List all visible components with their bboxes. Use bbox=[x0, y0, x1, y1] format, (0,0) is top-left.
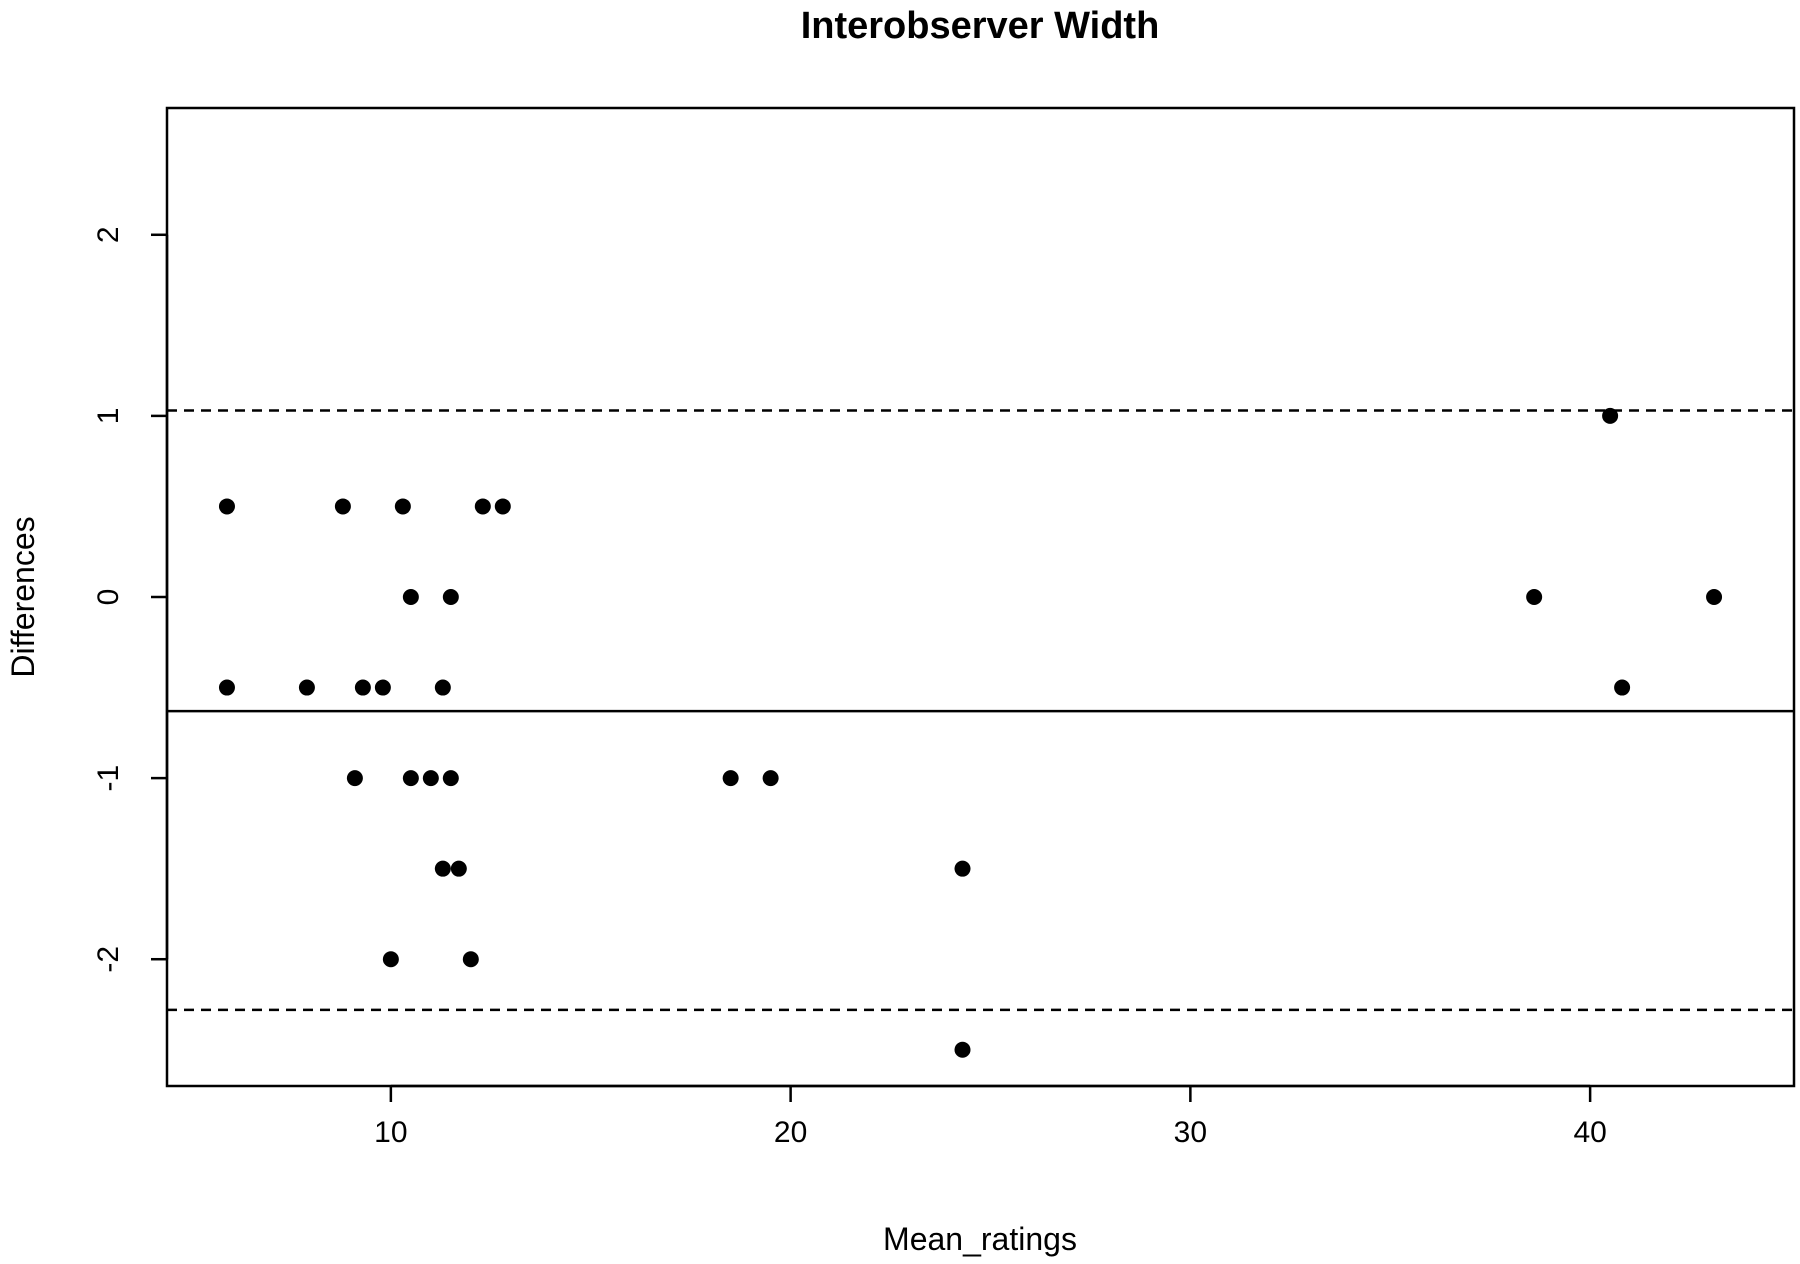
data-point bbox=[382, 951, 399, 968]
data-point bbox=[346, 770, 363, 787]
data-point bbox=[462, 951, 479, 968]
data-point bbox=[298, 679, 315, 696]
data-point bbox=[434, 860, 451, 877]
data-point bbox=[394, 498, 411, 515]
data-point bbox=[402, 770, 419, 787]
data-point bbox=[334, 498, 351, 515]
data-point bbox=[422, 770, 439, 787]
x-tick-label: 20 bbox=[774, 1116, 807, 1149]
y-tick-label: -1 bbox=[92, 765, 125, 792]
y-axis-label: Differences bbox=[5, 516, 41, 677]
data-point bbox=[218, 679, 235, 696]
data-point bbox=[402, 589, 419, 605]
data-point bbox=[1614, 679, 1631, 696]
data-point bbox=[954, 860, 971, 877]
data-point bbox=[494, 498, 511, 515]
data-points bbox=[218, 407, 1723, 1058]
data-point bbox=[762, 770, 779, 787]
y-tick-label: -2 bbox=[92, 946, 125, 973]
data-point bbox=[450, 860, 467, 877]
data-point bbox=[442, 589, 459, 605]
data-point bbox=[722, 770, 739, 787]
x-tick-label: 30 bbox=[1174, 1116, 1207, 1149]
x-tick-label: 40 bbox=[1573, 1116, 1606, 1149]
x-tick-label: 10 bbox=[374, 1116, 407, 1149]
data-point bbox=[442, 770, 459, 787]
data-point bbox=[1602, 407, 1619, 424]
data-point bbox=[354, 679, 371, 696]
x-axis: 10 20 30 40 bbox=[374, 1084, 1607, 1149]
y-axis: -2 -1 0 1 2 bbox=[92, 226, 169, 973]
x-axis-label: Mean_ratings bbox=[883, 1221, 1077, 1257]
y-tick-label: 2 bbox=[92, 226, 125, 243]
reference-lines bbox=[167, 409, 1794, 1012]
data-point bbox=[474, 498, 491, 515]
chart-title: Interobserver Width bbox=[801, 5, 1160, 47]
data-point bbox=[434, 679, 451, 696]
data-point bbox=[1526, 589, 1543, 605]
data-point bbox=[1706, 589, 1723, 605]
y-tick-label: 1 bbox=[92, 408, 125, 425]
data-point bbox=[374, 679, 391, 696]
data-point bbox=[218, 498, 235, 515]
y-tick-label: 0 bbox=[92, 589, 125, 606]
data-point bbox=[954, 1041, 971, 1058]
